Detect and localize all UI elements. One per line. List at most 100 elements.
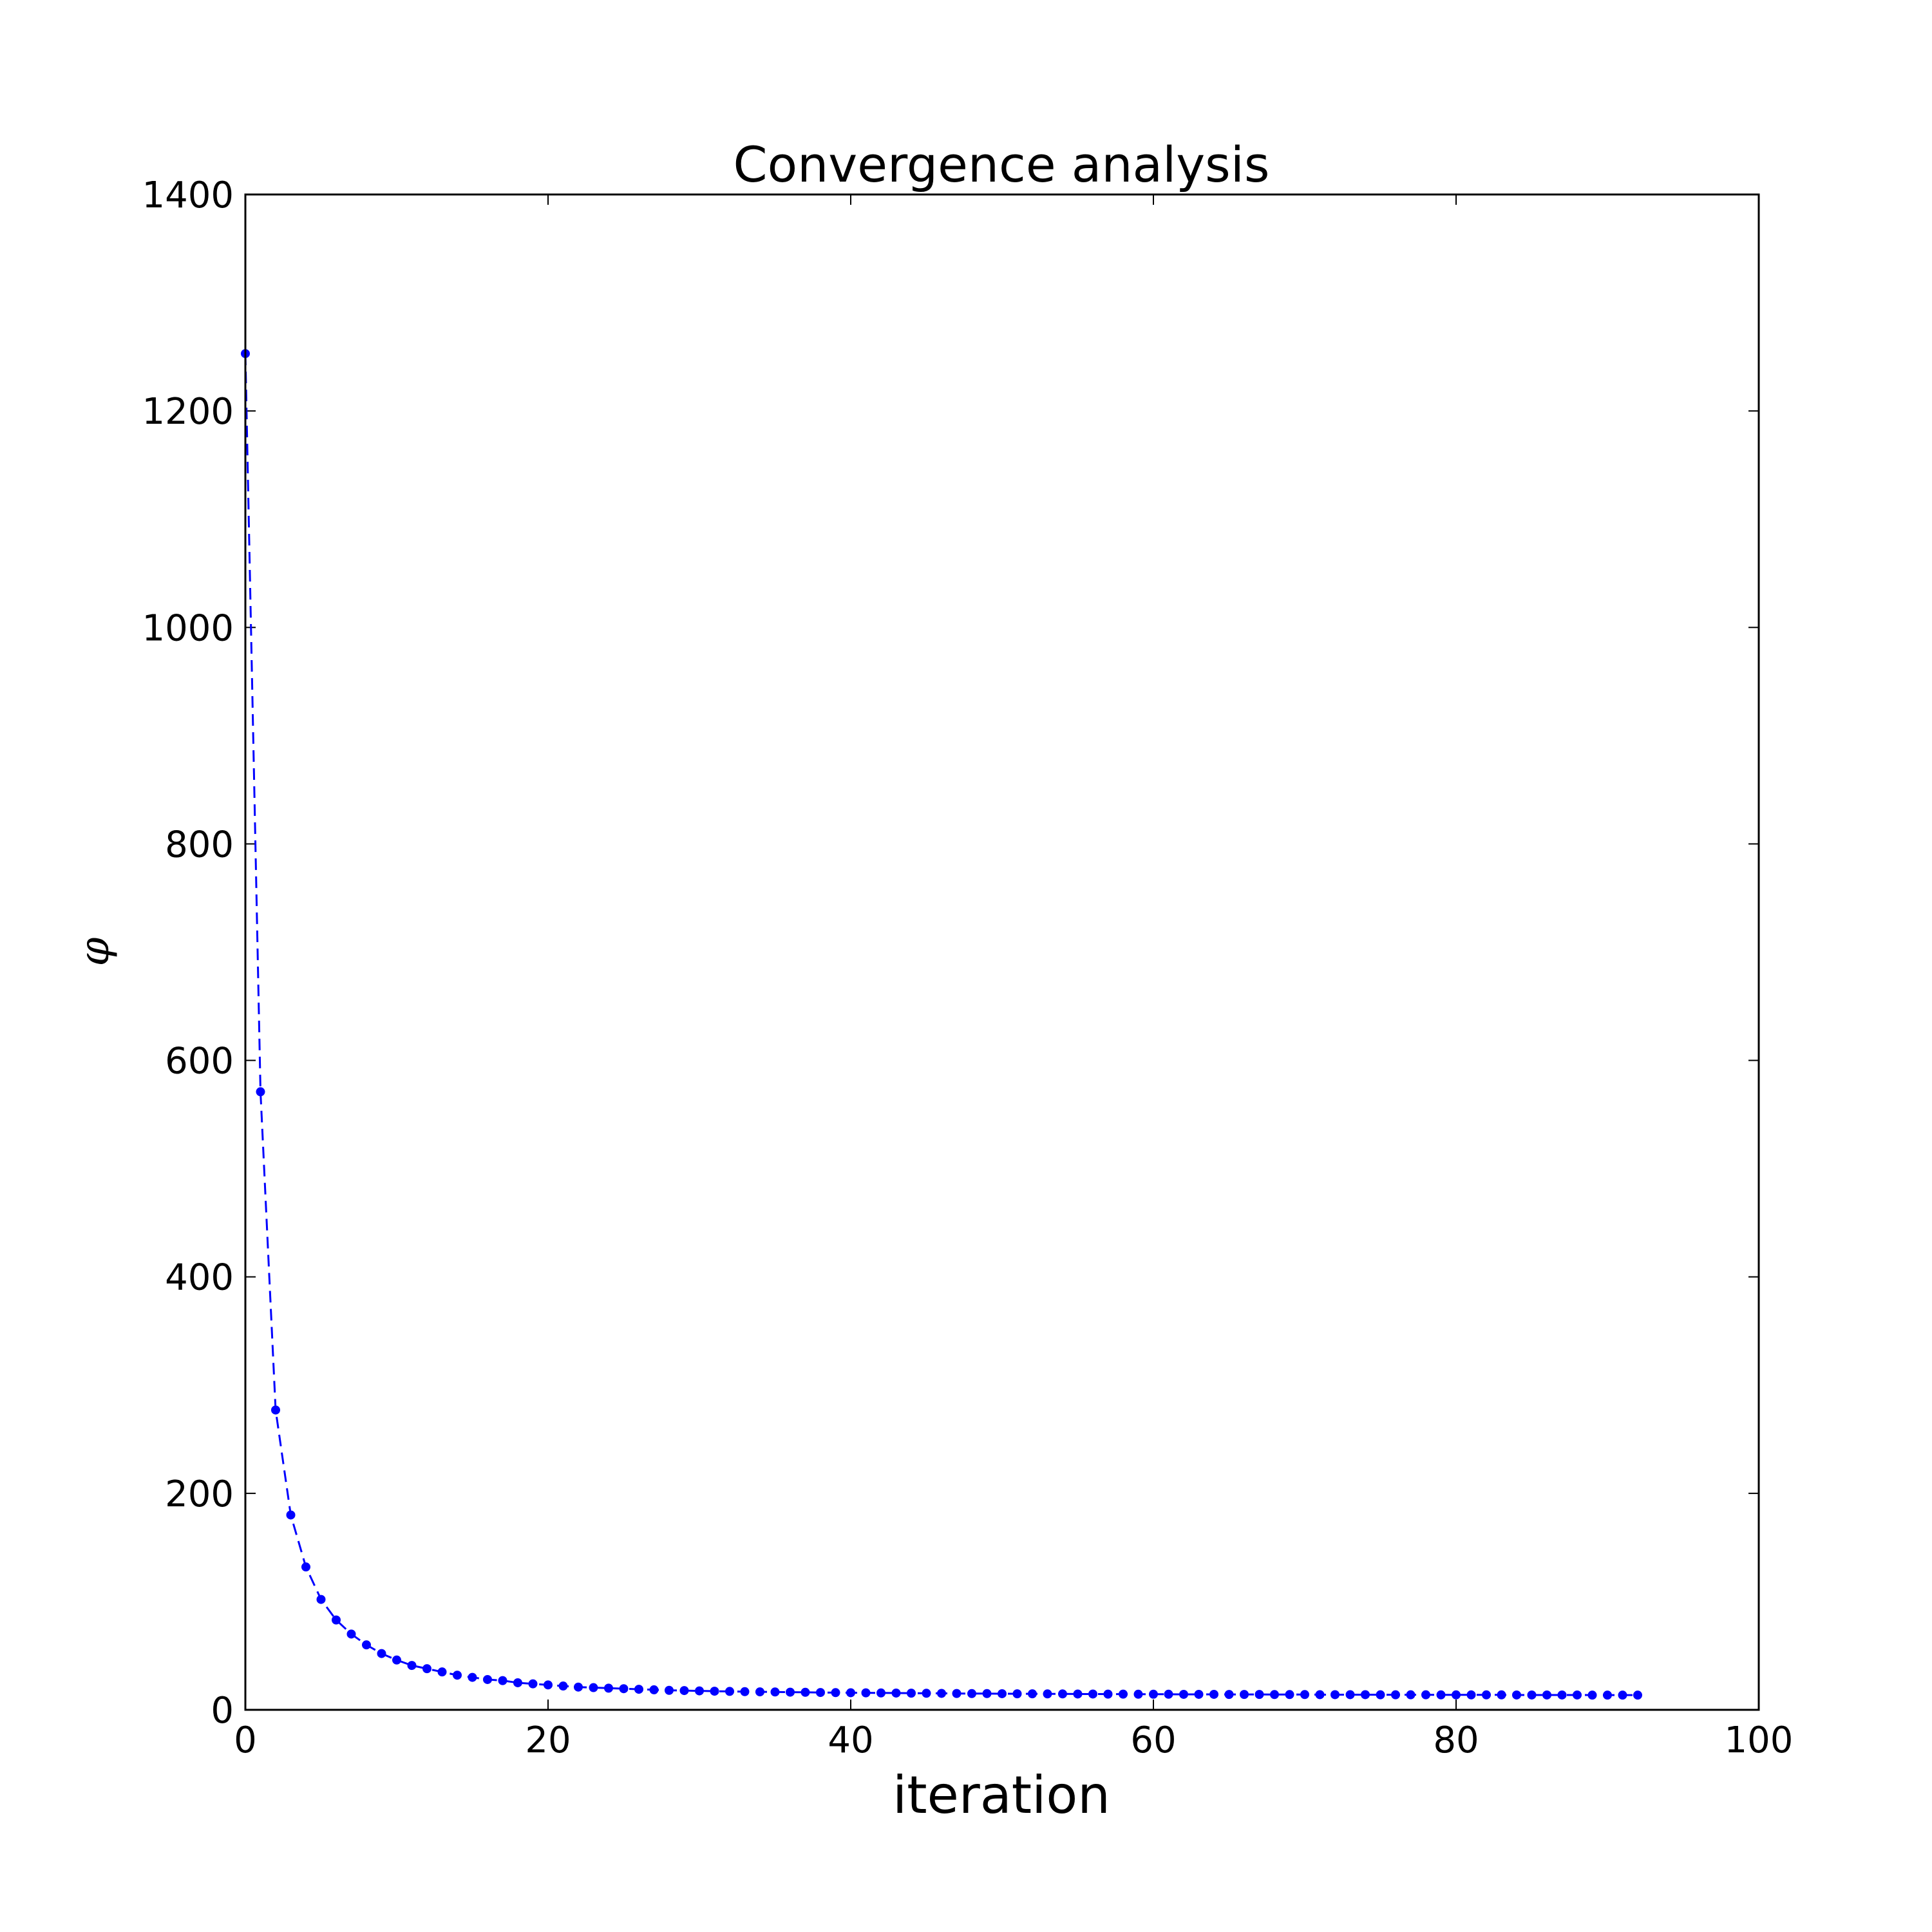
- data-point: [1331, 1690, 1340, 1700]
- y-tick-label: 600: [165, 1041, 234, 1083]
- data-point: [1527, 1690, 1537, 1700]
- data-point: [937, 1689, 946, 1698]
- x-tick-label: 20: [525, 1719, 571, 1761]
- data-point: [1012, 1689, 1022, 1699]
- data-point: [1573, 1690, 1582, 1700]
- x-tick-label: 80: [1433, 1719, 1479, 1761]
- x-tick-label: 0: [234, 1719, 257, 1761]
- data-point: [786, 1687, 795, 1697]
- data-point: [1345, 1690, 1355, 1700]
- data-point: [468, 1672, 477, 1682]
- data-point: [271, 1405, 280, 1415]
- data-point: [407, 1661, 417, 1671]
- data-point: [437, 1667, 447, 1677]
- data-point: [1300, 1690, 1309, 1700]
- data-point: [952, 1689, 961, 1698]
- data-point: [1209, 1689, 1218, 1699]
- data-point: [316, 1595, 326, 1604]
- data-point: [286, 1510, 296, 1520]
- data-point: [256, 1087, 265, 1097]
- data-point: [589, 1683, 598, 1692]
- data-point: [695, 1686, 704, 1696]
- data-point: [1164, 1689, 1173, 1699]
- data-point: [1073, 1689, 1083, 1699]
- data-point: [1618, 1690, 1627, 1700]
- data-point: [1512, 1690, 1521, 1700]
- data-point: [422, 1664, 431, 1674]
- data-point: [1119, 1689, 1128, 1699]
- data-point: [891, 1688, 901, 1698]
- chart-title: Convergence analysis: [734, 136, 1270, 193]
- data-point: [740, 1687, 750, 1696]
- data-point: [967, 1689, 976, 1698]
- data-point: [1497, 1690, 1506, 1700]
- data-point: [1285, 1690, 1294, 1700]
- data-point: [1361, 1690, 1370, 1700]
- data-point: [346, 1629, 356, 1639]
- data-point: [922, 1689, 931, 1698]
- data-point: [1270, 1690, 1279, 1700]
- data-point: [679, 1686, 689, 1696]
- y-tick-label: 1000: [142, 607, 234, 649]
- x-tick-label: 40: [828, 1719, 873, 1761]
- data-point: [725, 1687, 734, 1696]
- data-point: [800, 1687, 810, 1697]
- data-point: [392, 1655, 401, 1665]
- data-point: [816, 1688, 825, 1698]
- plot-frame: [244, 193, 1760, 1711]
- data-point: [665, 1685, 674, 1695]
- x-tick-label: 100: [1725, 1719, 1794, 1761]
- data-point: [362, 1640, 371, 1650]
- data-point: [634, 1685, 643, 1694]
- data-point: [649, 1685, 659, 1694]
- y-tick-label: 1200: [142, 391, 234, 433]
- data-point: [1406, 1690, 1416, 1700]
- data-point: [755, 1687, 764, 1697]
- data-point: [861, 1688, 871, 1698]
- data-point: [528, 1679, 538, 1689]
- data-point: [574, 1682, 583, 1692]
- data-point: [876, 1688, 886, 1698]
- y-tick-label: 1400: [142, 175, 234, 216]
- data-point: [377, 1649, 386, 1658]
- data-point: [1028, 1689, 1037, 1699]
- data-point: [1133, 1689, 1143, 1699]
- x-tick-label: 60: [1130, 1719, 1176, 1761]
- data-point: [1315, 1690, 1325, 1700]
- data-point: [1603, 1690, 1612, 1700]
- data-point: [604, 1683, 613, 1693]
- plot-series: [241, 349, 1642, 1700]
- data-point: [1103, 1689, 1113, 1699]
- data-point: [1376, 1690, 1385, 1700]
- data-point: [301, 1562, 310, 1572]
- data-point: [1179, 1689, 1188, 1699]
- y-tick-label: 800: [165, 824, 234, 866]
- data-point: [982, 1689, 992, 1698]
- data-point: [1436, 1690, 1446, 1700]
- data-point: [1058, 1689, 1067, 1699]
- data-point: [498, 1676, 507, 1685]
- data-point: [483, 1674, 492, 1684]
- data-point: [1557, 1690, 1567, 1700]
- y-tick-label: 0: [211, 1690, 234, 1732]
- data-point: [1043, 1689, 1052, 1699]
- y-tick-label: 200: [165, 1473, 234, 1515]
- y-axis-label: φ: [71, 937, 118, 966]
- data-point: [544, 1680, 553, 1690]
- data-point: [1421, 1690, 1430, 1700]
- data-point: [1466, 1690, 1476, 1700]
- data-point: [1633, 1690, 1642, 1700]
- data-point: [1255, 1690, 1264, 1700]
- data-point: [770, 1687, 780, 1697]
- data-point: [998, 1689, 1007, 1698]
- data-point: [513, 1678, 522, 1687]
- data-point: [1587, 1690, 1597, 1700]
- data-point: [831, 1688, 840, 1698]
- data-point: [1452, 1690, 1461, 1700]
- data-point: [1391, 1690, 1400, 1700]
- x-axis-label: iteration: [893, 1765, 1110, 1825]
- data-point: [558, 1681, 568, 1691]
- data-point: [453, 1671, 462, 1680]
